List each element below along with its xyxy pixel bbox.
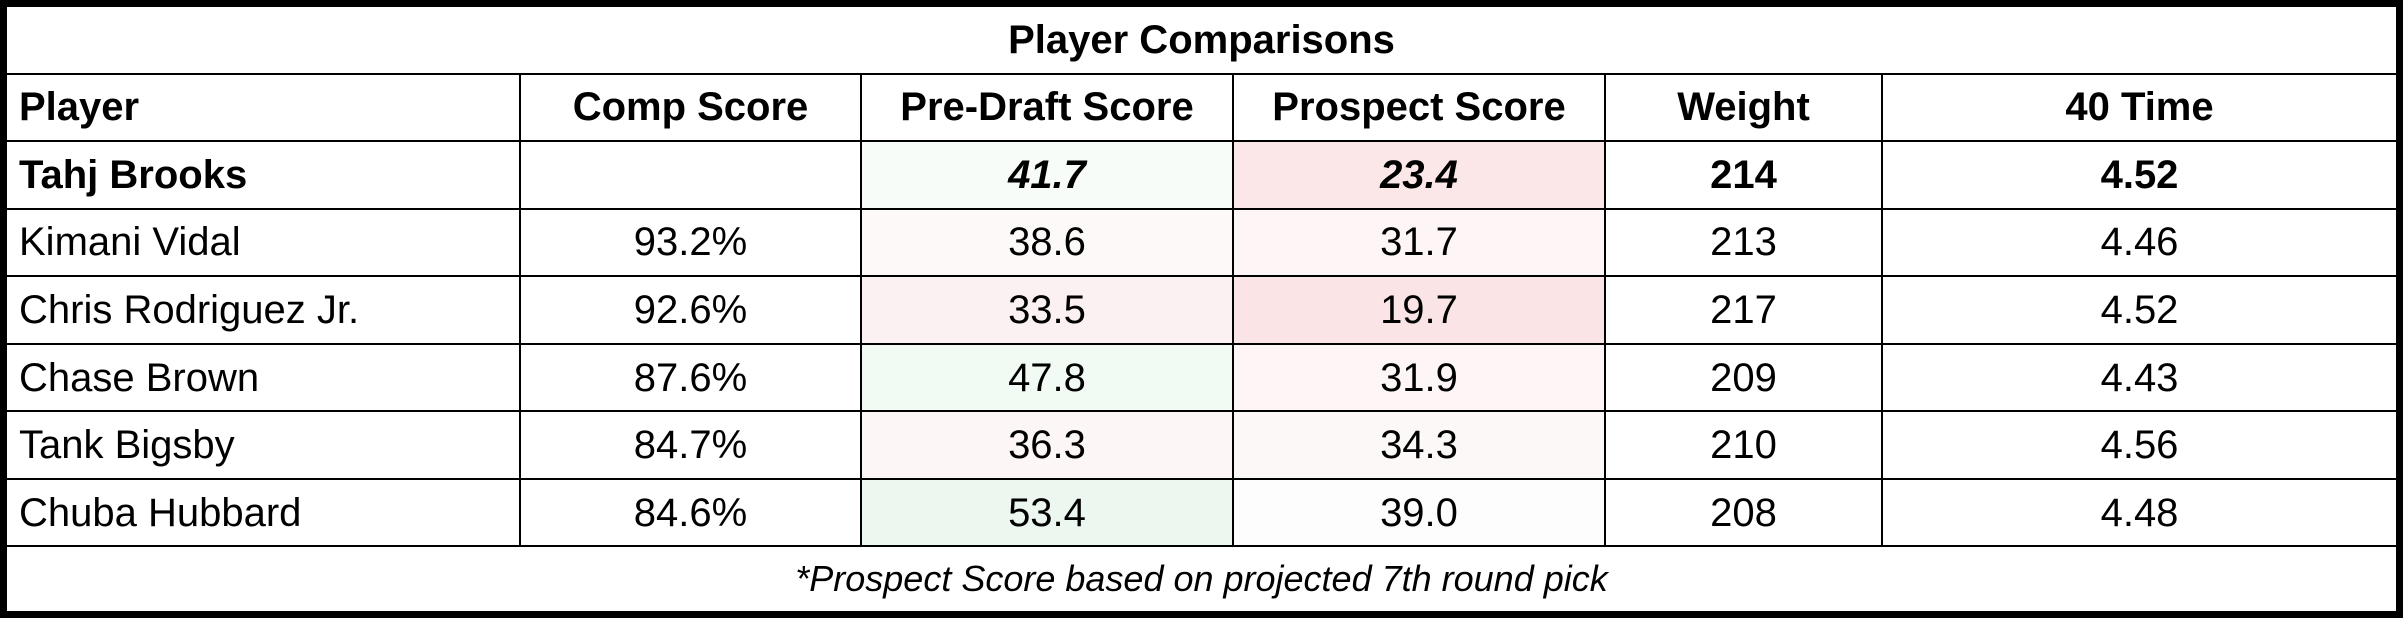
weight-cell: 217 (1604, 275, 1883, 345)
weight-cell: 208 (1604, 477, 1883, 548)
footnote-row: *Prospect Score based on projected 7th r… (7, 545, 2397, 611)
prospect-score-cell: 31.7 (1232, 207, 1606, 278)
title-row: Player Comparisons (7, 7, 2397, 75)
comp-score-cell: 92.6% (519, 275, 862, 345)
column-header-player: Player (7, 72, 521, 143)
prospect-score-cell: 39.0 (1232, 477, 1606, 548)
player-name-cell: Chuba Hubbard (7, 477, 521, 548)
forty-time-cell: 4.56 (1880, 410, 2397, 480)
pre-draft-score-cell: 38.6 (860, 207, 1234, 278)
player-name-cell: Tank Bigsby (7, 410, 521, 480)
forty-time-cell: 4.48 (1880, 477, 2397, 548)
pre-draft-score-cell: 47.8 (860, 342, 1234, 413)
forty-time-cell: 4.52 (1880, 275, 2397, 345)
forty-time-cell: 4.46 (1880, 207, 2397, 278)
comp-score-cell (519, 140, 862, 210)
comp-score-cell: 84.6% (519, 477, 862, 548)
player-name-cell: Chris Rodriguez Jr. (7, 275, 521, 345)
comp-score-cell: 93.2% (519, 207, 862, 278)
forty-time-cell: 4.43 (1880, 342, 2397, 413)
column-header-weight: Weight (1604, 72, 1883, 143)
weight-cell: 214 (1604, 140, 1883, 210)
prospect-score-cell: 19.7 (1232, 275, 1606, 345)
player-name-cell: Chase Brown (7, 342, 521, 413)
table-title: Player Comparisons (7, 7, 2397, 75)
comparison-row: Tank Bigsby 84.7% 36.3 34.3 210 4.56 (7, 410, 2397, 480)
weight-cell: 209 (1604, 342, 1883, 413)
pre-draft-score-cell: 36.3 (860, 410, 1234, 480)
weight-cell: 210 (1604, 410, 1883, 480)
comp-score-cell: 87.6% (519, 342, 862, 413)
player-comparisons-table: Player Comparisons Player Comp Score Pre… (7, 7, 2397, 611)
footnote: *Prospect Score based on projected 7th r… (7, 545, 2397, 611)
player-name-cell: Tahj Brooks (7, 140, 521, 210)
prospect-score-cell: 23.4 (1232, 140, 1606, 210)
column-header-forty-time: 40 Time (1880, 72, 2397, 143)
pre-draft-score-cell: 41.7 (860, 140, 1234, 210)
column-header-prospect-score: Prospect Score (1232, 72, 1606, 143)
forty-time-cell: 4.52 (1880, 140, 2397, 210)
weight-cell: 213 (1604, 207, 1883, 278)
pre-draft-score-cell: 33.5 (860, 275, 1234, 345)
player-comparisons-card: Player Comparisons Player Comp Score Pre… (7, 7, 2397, 611)
player-name-cell: Kimani Vidal (7, 207, 521, 278)
header-row: Player Comp Score Pre-Draft Score Prospe… (7, 72, 2397, 143)
subject-player-row: Tahj Brooks 41.7 23.4 214 4.52 (7, 140, 2397, 210)
comparison-row: Chuba Hubbard 84.6% 53.4 39.0 208 4.48 (7, 477, 2397, 548)
comparison-row: Kimani Vidal 93.2% 38.6 31.7 213 4.46 (7, 207, 2397, 278)
pre-draft-score-cell: 53.4 (860, 477, 1234, 548)
comp-score-cell: 84.7% (519, 410, 862, 480)
prospect-score-cell: 31.9 (1232, 342, 1606, 413)
column-header-pre-draft-score: Pre-Draft Score (860, 72, 1234, 143)
prospect-score-cell: 34.3 (1232, 410, 1606, 480)
column-header-comp-score: Comp Score (519, 72, 862, 143)
comparison-row: Chase Brown 87.6% 47.8 31.9 209 4.43 (7, 342, 2397, 413)
comparison-row: Chris Rodriguez Jr. 92.6% 33.5 19.7 217 … (7, 275, 2397, 345)
